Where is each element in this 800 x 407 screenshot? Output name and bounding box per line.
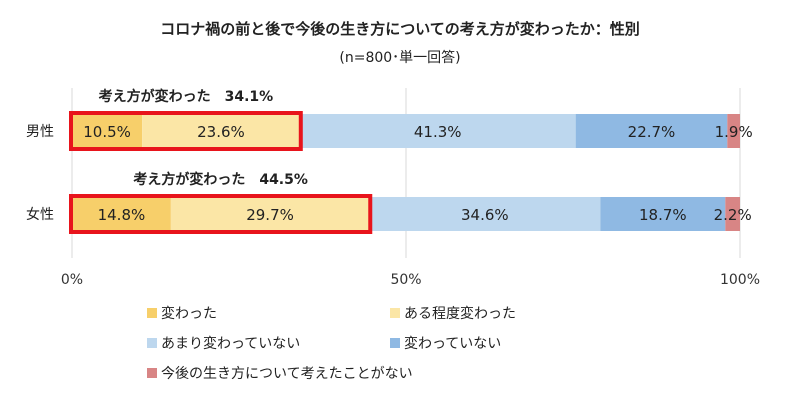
bar-segment bbox=[72, 197, 171, 231]
legend-swatch bbox=[390, 308, 400, 318]
value-label: 29.7% bbox=[246, 206, 294, 224]
legend-label: 変わっていない bbox=[404, 335, 501, 352]
category-label: 女性 bbox=[26, 206, 54, 223]
value-label: 18.7% bbox=[639, 206, 687, 224]
value-label: 41.3% bbox=[414, 123, 462, 141]
legend-label: 変わった bbox=[161, 305, 217, 322]
bar-segment bbox=[299, 114, 576, 148]
bar-segment bbox=[170, 197, 370, 231]
bar-segment bbox=[72, 114, 143, 148]
bar-segment bbox=[575, 114, 728, 148]
highlight-box bbox=[69, 111, 303, 151]
x-tick-label: 50% bbox=[390, 272, 421, 288]
bars: 10.5% 23.6% 41.3% 22.7% 1.9% 14.8% 29.7% 34.6% 1… bbox=[72, 114, 753, 231]
value-label: 2.2% bbox=[714, 206, 752, 224]
legend-swatch bbox=[147, 338, 157, 348]
chart-subtitle: (n=800･単一回答) bbox=[339, 49, 460, 66]
value-label: 34.6% bbox=[461, 206, 509, 224]
value-label: 1.9% bbox=[715, 123, 753, 141]
chart-title: コロナ禍の前と後で今後の生き方についての考え方が変わったか：性別 bbox=[160, 20, 640, 38]
legend-swatch bbox=[147, 308, 157, 318]
legend-swatch bbox=[390, 338, 400, 348]
bar-segment bbox=[727, 114, 740, 148]
x-tick-label: 100% bbox=[720, 272, 760, 288]
value-label: 23.6% bbox=[197, 123, 245, 141]
highlight-box bbox=[69, 194, 373, 234]
bar-segment bbox=[600, 197, 726, 231]
annotation-label: 考え方が変わった 34.1% bbox=[99, 88, 274, 105]
legend-label: あまり変わっていない bbox=[161, 335, 300, 352]
category-label: 男性 bbox=[26, 124, 54, 140]
bar-segment bbox=[725, 197, 740, 231]
x-tick-labels: 0% 50% 100% bbox=[61, 272, 760, 288]
value-label: 22.7% bbox=[628, 123, 676, 141]
bar-segment bbox=[369, 197, 601, 231]
annotations: 考え方が変わった 34.1% 考え方が変わった 44.5% bbox=[69, 88, 373, 234]
x-tick-label: 0% bbox=[61, 272, 83, 288]
legend-label: 今後の生き方について考えたことがない bbox=[161, 366, 413, 382]
bar-segment bbox=[142, 114, 300, 148]
legend-label: ある程度変わった bbox=[404, 305, 516, 322]
value-label: 14.8% bbox=[98, 206, 146, 224]
annotation-label: 考え方が変わった 44.5% bbox=[133, 171, 308, 188]
value-label: 10.5% bbox=[83, 123, 131, 141]
legend-swatch bbox=[147, 368, 157, 378]
